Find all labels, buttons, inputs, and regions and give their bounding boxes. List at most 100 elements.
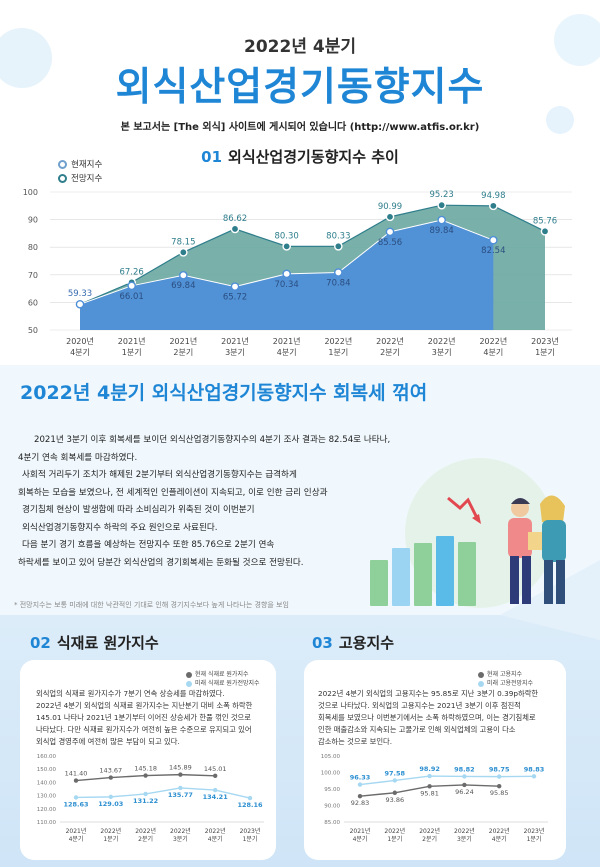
y-tick-label: 105.00 <box>321 754 341 760</box>
current-series-point <box>213 773 218 778</box>
current-index-point <box>179 270 188 280</box>
y-tick-label: 130.00 <box>37 794 57 800</box>
decoration-circle <box>0 28 52 88</box>
current-index-point <box>75 299 85 309</box>
summary-footnote: * 전망지수는 보통 미래에 대한 낙관적인 기대로 인해 경기지수보다 높게 … <box>14 601 289 609</box>
future-index-point <box>282 242 291 251</box>
summary-line: 사회적 거리두기 조치가 해제된 2분기부터 외식산업경기동향지수는 급격하게 <box>22 470 297 480</box>
food-cost-legend: 현재 식재료 원가지수 미래 식재료 원가전망지수 <box>186 670 260 688</box>
employment-line: 감소하는 것으로 보인다. <box>318 737 393 746</box>
current-index-value-label: 70.84 <box>326 278 350 288</box>
x-tick-label: 2021년 <box>350 827 371 835</box>
summary-line: 4분기 연속 회복세를 마감하였다. <box>18 452 138 463</box>
summary-line: 하락세를 보이고 있어 당분간 외식산업의 경기회복세는 둔화될 것으로 전망된… <box>18 557 304 568</box>
current-index-value-label: 69.84 <box>171 281 195 291</box>
x-tick-label: 2022년 <box>324 336 352 346</box>
future-series-point <box>427 773 432 779</box>
future-index-line <box>79 204 546 305</box>
future-index-value-label: 67.26 <box>119 267 143 277</box>
x-tick-label: 2023년 <box>531 336 559 346</box>
section-label: 외식산업경기동향지수 추이 <box>228 148 399 166</box>
x-tick-label: 2021년 <box>66 827 87 835</box>
legend-item-current: 현재 식재료 원가지수 <box>186 670 260 679</box>
summary-headline: 2022년 4분기 외식산업경기동향지수 회복세 꺾여 <box>20 382 428 404</box>
x-tick-label: 2022년 <box>384 827 405 835</box>
x-tick-label: 1분기 <box>243 835 258 843</box>
x-tick-label: 1분기 <box>328 348 348 357</box>
summary-line: 다음 분기 경기 흐름을 예상하는 전망지수 또한 85.76으로 2분기 연속 <box>22 540 275 550</box>
future-series-value-label: 98.83 <box>524 765 545 773</box>
food-cost-line: 2022년 4분기 외식업의 식재료 원가지수는 지난분기 대비 소폭 하락한 <box>36 701 253 710</box>
y-tick-label: 70 <box>28 271 38 280</box>
y-tick-label: 80 <box>28 243 38 252</box>
x-tick-label: 2021년 <box>273 336 301 346</box>
current-index-value-label: 89.84 <box>429 226 453 236</box>
y-tick-label: 120.00 <box>37 807 57 813</box>
future-series-point <box>462 774 467 779</box>
x-tick-label: 3분기 <box>173 835 188 843</box>
x-tick-label: 4분기 <box>277 348 297 357</box>
future-series-point <box>357 782 363 787</box>
current-series-value-label: 95.81 <box>420 789 439 797</box>
employment-text: 2022년 4분기 외식업의 고용지수는 95.85로 지난 3분기 0.39p… <box>318 688 560 748</box>
section-label: 식재료 원가지수 <box>56 634 159 652</box>
y-tick-label: 100 <box>23 188 38 197</box>
x-tick-label: 2022년 <box>428 336 456 346</box>
future-index-value-label: 80.30 <box>274 231 298 241</box>
report-title: 외식산업경기동향지수 <box>115 65 485 110</box>
legend-label-current: 현재 식재료 원가지수 <box>195 671 249 678</box>
y-tick-label: 60 <box>28 298 38 307</box>
future-index-value-label: 90.99 <box>378 202 402 212</box>
x-tick-label: 4분기 <box>69 835 84 843</box>
future-series-point <box>108 794 114 800</box>
x-tick-label: 2022년 <box>205 827 226 835</box>
legend-marker-current <box>478 671 484 678</box>
main-index-chart: 50 60 70 80 90 100 67.26 78.15 86.62 80.30 80.33 90… <box>23 188 572 357</box>
y-tick-label: 85.00 <box>324 820 340 826</box>
current-series-value-label: 143.67 <box>99 767 122 775</box>
y-tick-label: 100.00 <box>321 771 341 777</box>
current-series-value-label: 92.83 <box>351 799 370 807</box>
current-index-point <box>437 215 446 225</box>
future-index-value-label: 86.62 <box>223 214 247 224</box>
x-tick-label: 2021년 <box>169 336 197 346</box>
future-series-point <box>531 774 537 779</box>
x-tick-label: 4분기 <box>483 348 503 357</box>
food-cost-text: 외식업의 식재료 원가지수가 7분기 연속 상승세를 마감하였다. 2022년 … <box>36 688 272 748</box>
y-tick-label: 50 <box>28 326 38 335</box>
x-tick-label: 4분기 <box>492 835 507 843</box>
section-number: 02 <box>30 634 51 652</box>
y-tick-label: 90.00 <box>324 804 340 810</box>
food-cost-line: 나타났다. 다만 식재료 원가지수가 여전히 높은 수준으로 유지되고 있어 <box>36 725 252 734</box>
current-index-point <box>282 269 291 279</box>
future-series-point <box>213 787 218 793</box>
x-tick-label: 3분기 <box>225 348 245 357</box>
x-tick-label: 2022년 <box>479 336 507 346</box>
food-cost-card <box>20 660 276 860</box>
current-index-value-label: 85.56 <box>378 238 402 248</box>
legend-item-future: 미래 식재료 원가전망지수 <box>186 679 260 688</box>
x-tick-label: 2022년 <box>419 827 440 835</box>
x-tick-label: 2022년 <box>170 827 191 835</box>
x-tick-label: 2023년 <box>240 827 261 835</box>
y-tick-label: 95.00 <box>324 787 340 793</box>
x-tick-label: 2022년 <box>135 827 156 835</box>
future-index-value-label: 80.33 <box>326 231 350 241</box>
x-tick-label: 2분기 <box>422 835 437 843</box>
future-series-value-label: 97.58 <box>385 769 406 777</box>
legend-label-future: 미래 고용전망지수 <box>487 680 534 687</box>
x-tick-label: 1분기 <box>122 348 142 357</box>
food-cost-line: 145.01 나타나 2021년 1분기부터 이어진 상승세가 한풀 꺾인 것으… <box>36 713 251 722</box>
legend-item-future: 미래 고용전망지수 <box>478 679 533 688</box>
future-series-value-label: 128.63 <box>63 800 88 808</box>
x-tick-label: 2021년 <box>118 336 146 346</box>
section-title-employment: 03 고용지수 <box>312 632 394 653</box>
future-series-value-label: 128.16 <box>237 801 263 809</box>
y-tick-label: 160.00 <box>37 754 57 760</box>
future-series-value-label: 96.33 <box>350 774 371 782</box>
legend-marker-future <box>186 680 192 687</box>
current-series-value-label: 145.01 <box>204 765 227 773</box>
employment-line: 회복세를 보였으나 이번분기에서는 소폭 하락하였으며, 이는 경기침체로 <box>318 713 536 722</box>
current-index-value-label: 82.54 <box>481 246 505 256</box>
